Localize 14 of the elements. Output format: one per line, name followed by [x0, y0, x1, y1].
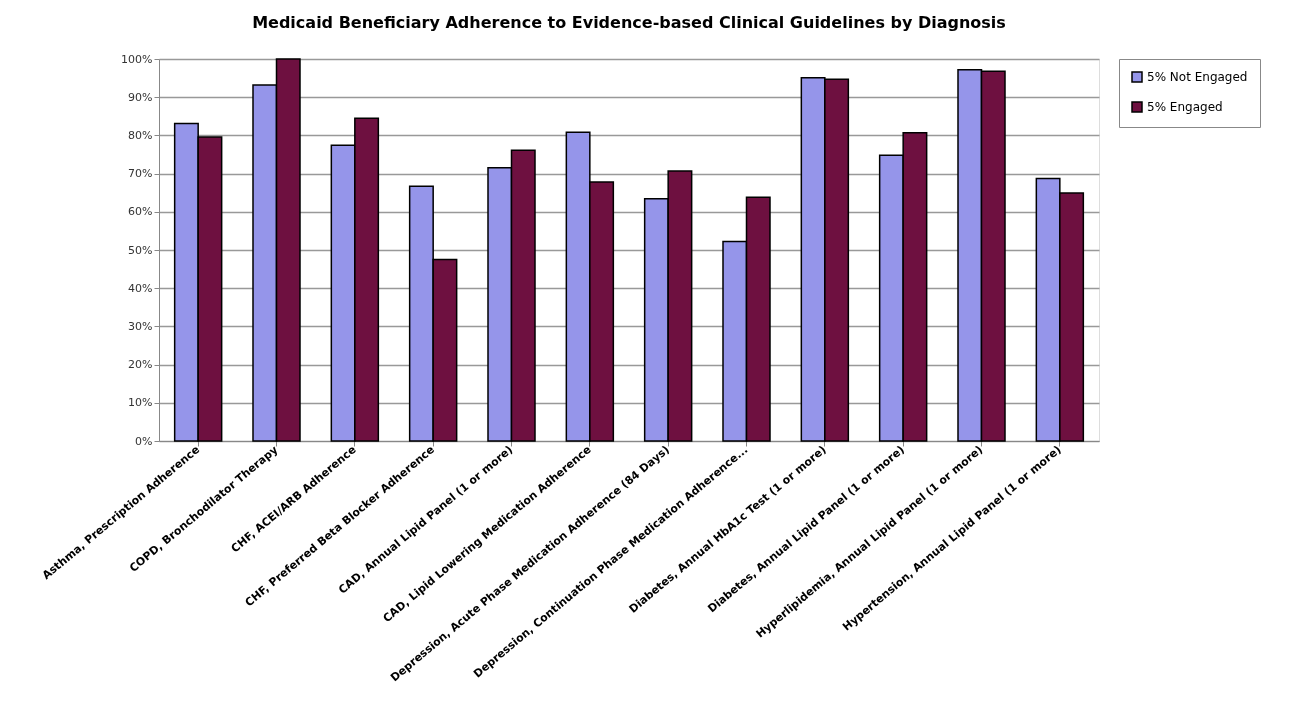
y-tick-label: 0% — [135, 434, 153, 448]
y-tick-label: 40% — [128, 281, 153, 295]
legend-label: 5% Not Engaged — [1147, 70, 1248, 84]
chart-title: Medicaid Beneficiary Adherence to Evidence-based Clinical Guidelines by Diagnosis — [252, 13, 1006, 32]
y-tick-label: 30% — [128, 319, 153, 333]
y-tick-label: 80% — [128, 128, 153, 142]
y-tick-label: 10% — [128, 396, 153, 410]
y-tick-label: 90% — [128, 90, 153, 104]
y-tick-label: 70% — [128, 167, 153, 181]
y-tick-label: 50% — [128, 243, 153, 257]
y-tick-label: 60% — [128, 205, 153, 219]
y-tick-label: 100% — [121, 52, 153, 66]
legend-label: 5% Engaged — [1147, 100, 1223, 114]
y-tick-label: 20% — [128, 358, 153, 372]
